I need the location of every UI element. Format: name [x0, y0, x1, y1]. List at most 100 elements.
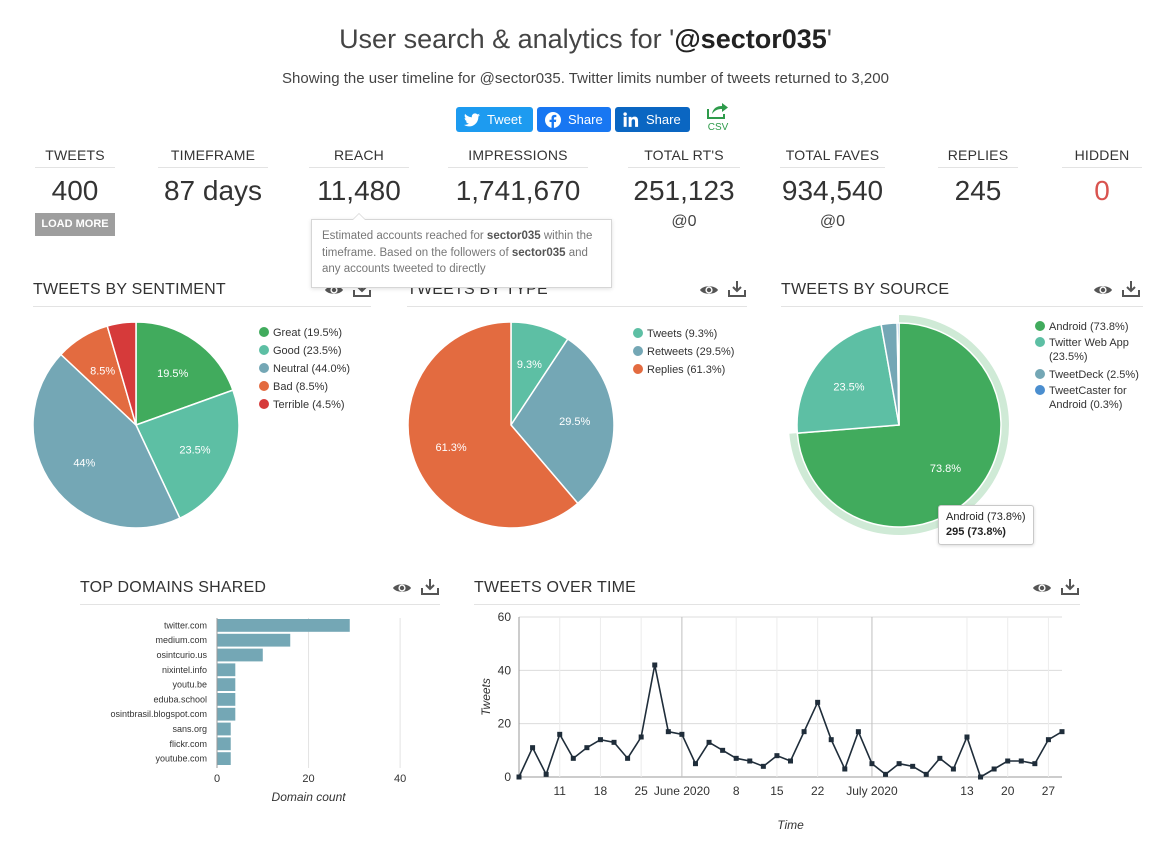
pie-slice-label: 19.5%: [157, 368, 188, 380]
pie-slice-label: 29.5%: [559, 416, 590, 428]
bar: [217, 619, 350, 632]
stat-label: HIDDEN: [1062, 147, 1142, 168]
download-icon[interactable]: [1060, 577, 1080, 595]
legend-label: Android (0.3%): [1049, 399, 1122, 411]
data-point: [950, 766, 956, 772]
legend-label: Good (23.5%): [273, 345, 341, 357]
legend-swatch: [633, 328, 643, 338]
y-category-label: osintcurio.us: [156, 650, 207, 660]
legend-label: Twitter Web App: [1049, 337, 1129, 349]
legend-swatch: [1035, 369, 1045, 379]
view-icon[interactable]: [699, 281, 719, 299]
stat-replies: REPLIES 245: [938, 147, 1018, 207]
legend-label: Terrible (4.5%): [273, 399, 345, 411]
stat-label: TOTAL RT'S: [628, 147, 740, 168]
csv-export-button[interactable]: CSV: [705, 101, 731, 133]
y-category-label: flickr.com: [169, 739, 207, 749]
y-category-label: youtube.com: [155, 754, 207, 764]
data-point: [747, 758, 753, 764]
data-point: [1059, 729, 1065, 735]
x-tick-label: 15: [770, 784, 784, 798]
stat-impressions: IMPRESSIONS 1,741,670: [448, 147, 588, 207]
data-point: [883, 771, 889, 777]
legend-label: Retweets (29.5%): [647, 346, 734, 358]
legend-swatch: [1035, 337, 1045, 347]
view-icon[interactable]: [1032, 579, 1052, 597]
twitter-icon: [464, 112, 480, 126]
legend-label: Neutral (44.0%): [273, 363, 350, 375]
x-tick-label: July 2020: [846, 784, 898, 798]
load-more-button[interactable]: LOAD MORE: [35, 213, 115, 236]
data-point: [991, 766, 997, 772]
stat-label: REPLIES: [938, 147, 1018, 168]
divider: [474, 604, 1080, 605]
y-category-label: eduba.school: [153, 694, 207, 704]
bar: [217, 693, 236, 706]
divider: [781, 306, 1143, 307]
x-tick-label: 8: [733, 784, 740, 798]
stat-label: REACH: [309, 147, 409, 168]
legend-label: TweetDeck (2.5%): [1049, 369, 1139, 381]
y-category-label: sans.org: [172, 724, 207, 734]
stat-sub: @0: [819, 213, 846, 230]
x-tick-label: 22: [811, 784, 825, 798]
view-icon[interactable]: [392, 579, 412, 597]
data-point: [652, 662, 658, 668]
download-icon[interactable]: [727, 279, 747, 297]
pie-slice-replies: [407, 321, 579, 529]
download-icon[interactable]: [420, 577, 440, 595]
data-point: [720, 747, 726, 753]
x-tick-label: 18: [594, 784, 608, 798]
facebook-icon: [545, 111, 561, 128]
bar: [217, 678, 236, 691]
stat-total-faves: TOTAL FAVES 934,540 @0: [780, 147, 885, 231]
data-point: [516, 774, 522, 780]
bar: [217, 707, 236, 721]
data-point: [692, 761, 698, 767]
view-icon[interactable]: [1093, 281, 1113, 299]
legend-swatch: [1035, 321, 1045, 331]
y-category-label: youtu.be: [172, 680, 207, 690]
x-axis-title: Domain count: [272, 790, 347, 804]
pie-slice-retweets: [510, 338, 615, 505]
stat-label: TWEETS: [35, 147, 115, 168]
download-icon[interactable]: [1121, 279, 1141, 297]
bar: [217, 648, 263, 662]
legend-label: TweetCaster for: [1049, 385, 1127, 397]
tweet-share-button[interactable]: Tweet: [456, 107, 533, 132]
stat-hidden: HIDDEN 0: [1062, 147, 1142, 207]
facebook-share-button[interactable]: Share: [537, 107, 611, 132]
pie-slice-neutral: [32, 353, 181, 529]
csv-label: CSV: [707, 122, 729, 133]
view-icon[interactable]: [324, 281, 344, 299]
export-icon: [707, 103, 728, 119]
pie-slice-good: [134, 389, 240, 520]
legend-label: Great (19.5%): [273, 327, 342, 339]
data-point: [978, 774, 984, 780]
y-category-label: medium.com: [155, 635, 207, 645]
y-tick-label: 40: [498, 663, 512, 677]
bar: [217, 633, 291, 647]
x-tick-label: 25: [634, 784, 648, 798]
linkedin-icon: [623, 112, 639, 127]
legend-swatch: [259, 363, 269, 373]
stat-value[interactable]: 11,480: [317, 175, 401, 206]
stat-value: 245: [954, 175, 1002, 206]
y-category-label: twitter.com: [164, 620, 207, 630]
page-subtitle: Showing the user timeline for @sector035…: [282, 70, 889, 87]
bar: [217, 663, 236, 677]
linkedin-share-button[interactable]: Share: [615, 107, 690, 132]
data-point: [964, 734, 970, 740]
legend-swatch: [633, 346, 643, 356]
data-point: [625, 755, 631, 761]
data-point: [570, 755, 576, 761]
pie-slice-label: 44%: [73, 458, 95, 470]
source-chart-title: TWEETS BY SOURCE: [781, 281, 950, 298]
data-point: [530, 745, 536, 751]
data-point: [611, 739, 617, 745]
y-tick-label: 0: [504, 770, 511, 784]
page-title: User search & analytics for '@sector035': [339, 24, 832, 54]
data-point: [1005, 758, 1011, 764]
data-point: [896, 761, 902, 767]
